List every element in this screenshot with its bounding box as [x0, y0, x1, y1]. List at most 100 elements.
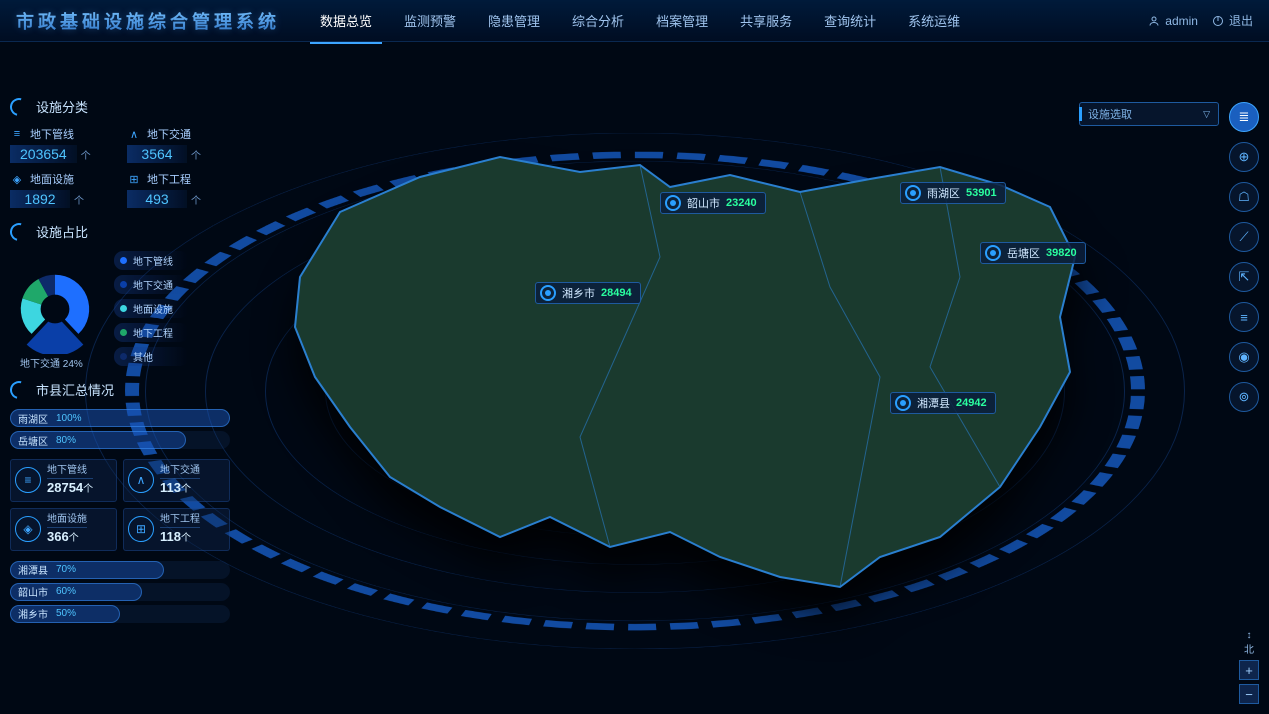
category-item: ≡ 地下管线 203654 个 — [10, 126, 113, 163]
facility-select-label: 设施选取 — [1088, 106, 1132, 122]
section-title: 设施分类 — [36, 97, 88, 116]
app-title: 市政基础设施综合管理系统 — [16, 8, 280, 34]
zoom-in-button[interactable]: + — [1239, 660, 1259, 680]
marker-value: 53901 — [966, 187, 997, 199]
legend-swatch — [120, 305, 127, 312]
briefcase-tool-button[interactable]: ☖ — [1229, 182, 1259, 212]
legend-item: 地下交通 — [114, 275, 189, 294]
map-marker[interactable]: 韶山市23240 — [660, 192, 766, 214]
county-name: 韶山市 — [18, 584, 48, 599]
marker-name: 岳塘区 — [1007, 245, 1040, 261]
category-label: 地面设施 — [30, 171, 74, 187]
nav-item[interactable]: 共享服务 — [730, 5, 802, 36]
legend-item: 地下管线 — [114, 251, 189, 270]
zoom-out-button[interactable]: − — [1239, 684, 1259, 704]
category-value: 3564 — [127, 145, 187, 163]
pie-chart: 地下交通 24% — [10, 264, 100, 354]
marker-value: 24942 — [956, 397, 987, 409]
marker-name: 雨湖区 — [927, 185, 960, 201]
map-marker[interactable]: 岳塘区39820 — [980, 242, 1086, 264]
metric-icon: ∧ — [128, 467, 154, 493]
section-facility-category: 设施分类 ≡地下管线 203654个∧地下交通 3564个◈地面设施 1892个… — [10, 97, 230, 208]
metric-icon: ≡ — [15, 467, 41, 493]
nav-item[interactable]: 系统运维 — [898, 5, 970, 36]
county-detail-card: ≡地下管线28754个 ∧ 地下交通113个 ◈ 地面设施366个 ⊞ 地下工程118个 — [10, 453, 230, 557]
section-facility-ratio: 设施占比 地下交通 24% 地下管线地下交通地面设施地下工程其他 — [10, 222, 230, 366]
left-panel: 设施分类 ≡地下管线 203654个∧地下交通 3564个◈地面设施 1892个… — [10, 97, 230, 637]
legend-label: 地面设施 — [133, 301, 173, 316]
marker-name: 湘乡市 — [562, 285, 595, 301]
legend-swatch — [120, 281, 127, 288]
category-icon: ◈ — [10, 172, 24, 186]
logout-button[interactable]: 退出 — [1212, 12, 1253, 29]
category-item: ◈地面设施 1892个 — [10, 171, 113, 208]
category-unit: 个 — [74, 192, 84, 207]
legend-swatch — [120, 353, 127, 360]
county-pct: 80% — [56, 435, 76, 446]
metric-value: 118个 — [160, 529, 200, 546]
map-marker[interactable]: 雨湖区 53901 — [900, 182, 1006, 204]
nav-item[interactable]: 综合分析 — [562, 5, 634, 36]
legend-label: 地下工程 — [133, 325, 173, 340]
arc-icon — [7, 94, 32, 119]
county-metric: ∧ 地下交通113个 — [123, 459, 230, 502]
arc-icon — [7, 219, 32, 244]
category-unit: 个 — [191, 147, 201, 162]
chevron-down-icon: ▽ — [1203, 109, 1210, 120]
share-tool-button[interactable]: ⇱ — [1229, 262, 1259, 292]
county-bar[interactable]: 湘乡市50% — [10, 605, 230, 623]
metric-icon: ⊞ — [128, 516, 154, 542]
marker-dot-icon — [985, 245, 1001, 261]
county-pct: 60% — [56, 586, 76, 597]
map-marker[interactable]: 湘潭县24942 — [890, 392, 996, 414]
category-unit: 个 — [81, 147, 91, 162]
category-label: 地下管线 — [30, 126, 74, 142]
county-name: 湘乡市 — [18, 606, 48, 621]
globe-tool-button[interactable]: ⊕ — [1229, 142, 1259, 172]
county-pct: 70% — [56, 564, 76, 575]
metric-value: 28754个 — [47, 480, 93, 497]
metric-value: 366个 — [47, 529, 87, 546]
category-label: 地下工程 — [147, 171, 191, 187]
user-badge[interactable]: admin — [1148, 14, 1198, 28]
county-metric: ≡地下管线28754个 — [10, 459, 117, 502]
county-name: 湘潭县 — [18, 562, 48, 577]
county-metric: ◈ 地面设施366个 — [10, 508, 117, 551]
marker-name: 韶山市 — [687, 195, 720, 211]
nav-item[interactable]: 隐患管理 — [478, 5, 550, 36]
main-nav: 数据总览监测预警隐患管理综合分析档案管理共享服务查询统计系统运维 — [310, 5, 970, 36]
category-icon: ≡ — [10, 127, 24, 141]
category-unit: 个 — [191, 192, 201, 207]
metric-icon: ◈ — [15, 516, 41, 542]
map-region[interactable]: 韶山市23240 雨湖区 53901 岳塘区39820 湘乡市28494 湘潭县24942 — [240, 117, 1100, 607]
county-bar[interactable]: 韶山市 60% — [10, 583, 230, 601]
metric-label: 地下交通 — [160, 464, 200, 479]
legend-item: 地下工程 — [114, 323, 189, 342]
logout-text: 退出 — [1229, 12, 1253, 29]
target-tool-button[interactable]: ⊚ — [1229, 382, 1259, 412]
ruler-tool-button[interactable]: ⟋ — [1229, 222, 1259, 252]
nav-item[interactable]: 监测预警 — [394, 5, 466, 36]
county-name: 雨湖区 — [18, 411, 48, 426]
metric-label: 地下工程 — [160, 513, 200, 528]
county-metric: ⊞ 地下工程118个 — [123, 508, 230, 551]
metric-label: 地面设施 — [47, 513, 87, 528]
county-bar[interactable]: 岳塘区80% — [10, 431, 230, 449]
facility-select-dropdown[interactable]: 设施选取 ▽ — [1079, 102, 1219, 126]
category-item: ∧地下交通 3564个 — [127, 126, 230, 163]
category-item: ⊞地下工程 493个 — [127, 171, 230, 208]
category-value: 203654 — [10, 145, 77, 163]
pie-highlight-label: 地下交通 24% — [20, 355, 83, 370]
username-text: admin — [1165, 14, 1198, 28]
metric-value: 113个 — [160, 480, 200, 497]
eye-tool-button[interactable]: ◉ — [1229, 342, 1259, 372]
list-tool-button[interactable]: ≡ — [1229, 302, 1259, 332]
layers-tool-button[interactable]: ≣ — [1229, 102, 1259, 132]
section-county-summary: 市县汇总情况 雨湖区100%岳塘区80%≡地下管线28754个∧地下交通113个… — [10, 380, 230, 623]
county-bar[interactable]: 湘潭县 70% — [10, 561, 230, 579]
nav-item[interactable]: 数据总览 — [310, 5, 382, 36]
map-marker[interactable]: 湘乡市28494 — [535, 282, 641, 304]
nav-item[interactable]: 档案管理 — [646, 5, 718, 36]
nav-item[interactable]: 查询统计 — [814, 5, 886, 36]
county-bar[interactable]: 雨湖区100% — [10, 409, 230, 427]
